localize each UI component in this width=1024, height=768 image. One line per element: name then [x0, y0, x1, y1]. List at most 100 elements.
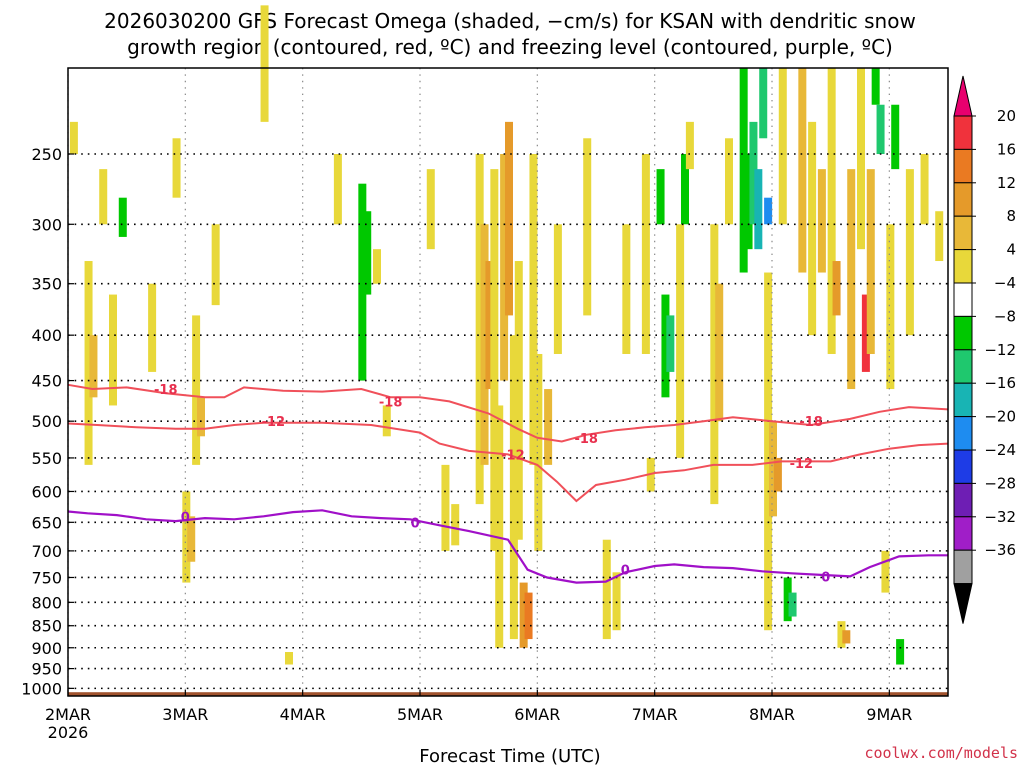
y-tick-label: 350 — [31, 275, 62, 294]
plot-area: -18 -18 -18 -18 -12 -12 -12 0 0 0 0 — [67, 5, 949, 697]
omega-cell — [182, 491, 191, 583]
omega-cell — [661, 294, 670, 398]
omega-cell — [725, 138, 733, 225]
contour-label: -12 — [262, 415, 286, 430]
omega-cell — [837, 621, 846, 648]
omega-cell — [373, 249, 381, 284]
y-tick-label: 300 — [31, 215, 62, 234]
omega-cell — [861, 294, 870, 372]
omega-cell — [505, 121, 513, 316]
contour-label: -12 — [501, 448, 525, 463]
x-tick-label: 5MAR — [397, 705, 443, 724]
colorbar-segment — [953, 549, 973, 585]
x-tick-label: 2MAR — [45, 705, 91, 724]
omega-cell — [641, 154, 650, 354]
omega-cell — [451, 504, 460, 546]
y-tick-label: 400 — [31, 326, 62, 345]
omega-cell — [788, 592, 797, 617]
x-tick-label: 6MAR — [514, 705, 560, 724]
colorbar-segment — [953, 249, 973, 284]
y-tick-label: 450 — [31, 372, 62, 391]
omega-cell — [197, 397, 205, 437]
omega-cell — [622, 224, 631, 354]
colorbar-label: −28 — [984, 474, 1016, 492]
colorbar-segment — [953, 115, 973, 150]
credit-text[interactable]: coolwx.com/models — [864, 744, 1018, 762]
omega-cell — [475, 154, 484, 505]
omega-cell — [754, 169, 763, 250]
colorbar-label: 20 — [997, 107, 1016, 125]
omega-cell — [886, 224, 895, 390]
omega-cell — [759, 68, 768, 139]
x-tick-sublabel: 2026 — [48, 723, 89, 742]
omega-cell — [285, 652, 293, 665]
colorbar-label: −4 — [994, 274, 1016, 292]
colorbar-segment — [953, 282, 973, 317]
omega-cell — [109, 294, 117, 406]
omega-cell — [808, 121, 817, 336]
omega-cell — [783, 577, 792, 622]
omega-cell — [681, 154, 689, 225]
colorbar-label: 4 — [1006, 241, 1016, 259]
contour-label: -18 — [799, 415, 823, 430]
colorbar-bottom-arrow — [953, 583, 973, 624]
x-tick-label: 3MAR — [162, 705, 208, 724]
y-tick-label: 900 — [31, 639, 62, 658]
x-tick-label: 8MAR — [749, 705, 795, 724]
omega-cell — [685, 121, 694, 170]
omega-cell — [544, 389, 553, 465]
omega-cell — [534, 353, 543, 551]
omega-cell — [881, 550, 890, 593]
contour-label: -12 — [790, 457, 814, 472]
omega-cell — [739, 68, 748, 273]
omega-cell — [118, 197, 127, 237]
omega-cell — [69, 121, 78, 155]
omega-cell — [832, 261, 841, 316]
colorbar-segment — [953, 516, 973, 551]
omega-cell — [187, 516, 196, 562]
y-tick-label: 550 — [31, 449, 62, 468]
omega-cell — [769, 421, 777, 517]
omega-cell — [514, 261, 523, 540]
colorbar-segment — [953, 482, 973, 518]
omega-cell — [89, 335, 98, 398]
colorbar-label: −20 — [984, 408, 1016, 426]
omega-cell — [612, 572, 621, 631]
y-tick-label: 700 — [31, 542, 62, 561]
colorbar-segment — [953, 449, 973, 484]
omega-cell — [876, 104, 885, 155]
colorbar-segment — [953, 315, 973, 351]
omega-cell — [363, 211, 372, 295]
omega-cell — [666, 315, 675, 372]
contour-label: 0 — [181, 510, 190, 525]
omega-cell — [519, 582, 528, 648]
colorbar-label: −12 — [984, 341, 1016, 359]
y-tick-label: 1000 — [21, 679, 62, 698]
colorbar-label: −8 — [994, 307, 1016, 325]
omega-cell — [827, 68, 836, 354]
omega-cell — [172, 138, 181, 198]
omega-cell — [99, 169, 108, 225]
colorbar-label: 16 — [997, 140, 1016, 158]
omega-cell — [500, 154, 509, 381]
omega-cell — [602, 539, 611, 640]
dgz-minus18-contour — [67, 383, 949, 443]
colorbar-label: −24 — [984, 441, 1016, 459]
omega-cell — [744, 154, 753, 250]
colorbar-label: −36 — [984, 541, 1016, 559]
ground-strip — [68, 692, 948, 696]
y-axis: 250 300 350 400 450 500 550 600 650 700 750 800 850 9… — [21, 145, 74, 698]
omega-cell — [905, 169, 914, 336]
omega-cell — [333, 154, 342, 225]
omega-cell — [524, 592, 533, 640]
colorbar-label: −16 — [984, 374, 1016, 392]
x-tick-label: 4MAR — [280, 705, 326, 724]
colorbar-segment — [953, 349, 973, 384]
omega-cell — [798, 68, 807, 273]
omega-cell — [764, 197, 773, 225]
omega-cell — [260, 5, 269, 122]
colorbar-segment — [953, 382, 973, 418]
colorbar-segment — [953, 182, 973, 217]
colorbar-label: 8 — [1006, 207, 1016, 225]
